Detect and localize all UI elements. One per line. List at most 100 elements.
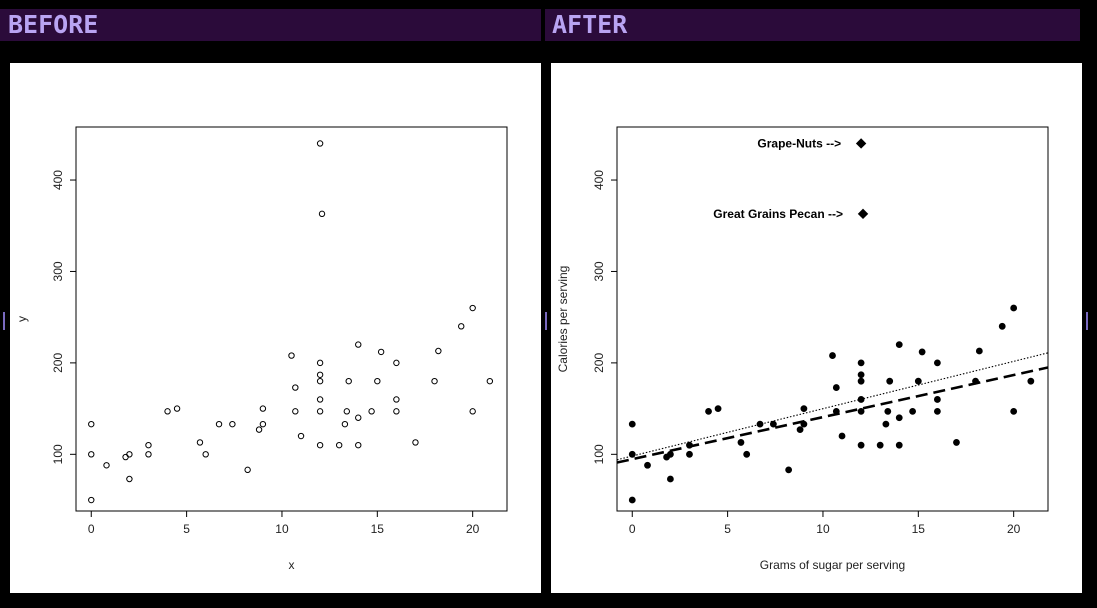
y-tick-label: 400: [592, 170, 606, 190]
data-point: [933, 359, 941, 367]
x-tick-label: 5: [724, 522, 731, 536]
data-point: [126, 475, 133, 483]
data-point: [953, 439, 960, 446]
data-point: [88, 496, 95, 504]
data-point: [335, 441, 343, 449]
data-point: [259, 405, 267, 412]
data-point: [316, 396, 324, 403]
after-header-label: AFTER: [552, 10, 628, 39]
y-tick-label: 200: [592, 353, 606, 373]
data-point: [882, 420, 890, 428]
data-point: [288, 352, 295, 359]
before-scatter-plot: 0 5 10 15 20 100 200 300 400 x y: [15, 126, 508, 572]
highlighted-point: [855, 138, 867, 149]
data-point: [998, 322, 1006, 330]
data-point: [918, 348, 926, 356]
data-point: [255, 426, 263, 433]
data-point: [737, 439, 745, 446]
point-annotation: Grape-Nuts -->: [757, 136, 841, 150]
data-point: [785, 466, 793, 474]
after-header: AFTER: [545, 9, 1080, 41]
data-point: [705, 407, 712, 415]
highlighted-point: [857, 208, 869, 220]
data-point: [229, 420, 236, 428]
data-point: [412, 439, 419, 446]
data-point: [857, 371, 865, 379]
data-point: [215, 420, 223, 428]
data-point: [196, 439, 204, 446]
data-point: [933, 407, 941, 415]
data-point: [431, 377, 438, 385]
data-point: [686, 441, 693, 449]
data-point: [355, 414, 362, 421]
data-point: [458, 323, 465, 330]
point-annotation: Great Grains Pecan -->: [713, 207, 843, 221]
data-point: [355, 341, 362, 348]
data-point: [173, 405, 181, 412]
data-point: [126, 451, 133, 458]
data-point: [244, 466, 251, 474]
data-point: [374, 377, 381, 385]
x-tick-label: 10: [816, 522, 830, 536]
data-point: [355, 441, 362, 449]
data-point: [345, 377, 352, 385]
x-tick-label: 0: [629, 522, 636, 536]
data-point: [292, 408, 299, 415]
data-point: [292, 384, 299, 391]
data-point: [933, 396, 941, 403]
plot-frame: [616, 126, 1049, 512]
x-axis-label: x: [289, 558, 295, 572]
data-point: [343, 408, 351, 415]
data-point: [857, 441, 865, 449]
data-point: [1010, 407, 1018, 415]
data-point: [666, 450, 674, 458]
data-point: [909, 407, 916, 415]
data-point: [857, 359, 865, 367]
x-tick-label: 15: [371, 522, 385, 536]
data-point: [316, 377, 324, 385]
after-scatter-plot: 0 5 10 15 20 100 200 300 400 Grams of sugar per s…: [556, 126, 1049, 572]
data-point: [800, 420, 808, 428]
fit-line-dotted: [617, 352, 1048, 461]
data-point: [714, 405, 722, 413]
left-edge-marker: [3, 312, 5, 330]
data-point: [644, 461, 651, 469]
data-point: [368, 408, 375, 415]
x-tick-label: 5: [183, 522, 190, 536]
data-point: [838, 432, 846, 440]
data-point: [435, 347, 442, 355]
y-axis-label: y: [15, 316, 29, 322]
data-point: [341, 420, 349, 428]
fit-line-dashed: [617, 366, 1048, 464]
data-point: [486, 377, 494, 385]
before-header: BEFORE: [0, 9, 541, 41]
y-tick-label: 300: [51, 261, 65, 281]
y-tick-label: 200: [51, 353, 65, 373]
data-point: [857, 396, 865, 403]
data-point: [829, 352, 836, 359]
data-point: [628, 496, 636, 504]
data-point: [316, 408, 324, 415]
data-point: [316, 441, 324, 449]
data-point: [202, 451, 209, 458]
data-point: [318, 210, 326, 218]
plot-frame: [75, 126, 508, 512]
x-tick-label: 20: [1007, 522, 1021, 536]
data-point: [1027, 377, 1035, 385]
x-tick-label: 15: [912, 522, 926, 536]
data-point: [628, 450, 636, 458]
data-point: [88, 420, 95, 428]
data-point: [393, 396, 400, 403]
data-point: [857, 407, 865, 415]
data-point: [316, 140, 324, 147]
before-chart-panel: 0 5 10 15 20 100 200 300 400 x y: [10, 63, 541, 593]
right-edge-marker: [1086, 312, 1088, 330]
data-point: [1010, 304, 1018, 312]
x-tick-label: 20: [466, 522, 480, 536]
x-tick-label: 10: [275, 522, 289, 536]
data-point: [857, 377, 865, 385]
data-point: [297, 432, 305, 440]
data-point: [895, 341, 903, 349]
data-point: [686, 450, 693, 458]
data-point: [895, 414, 903, 422]
